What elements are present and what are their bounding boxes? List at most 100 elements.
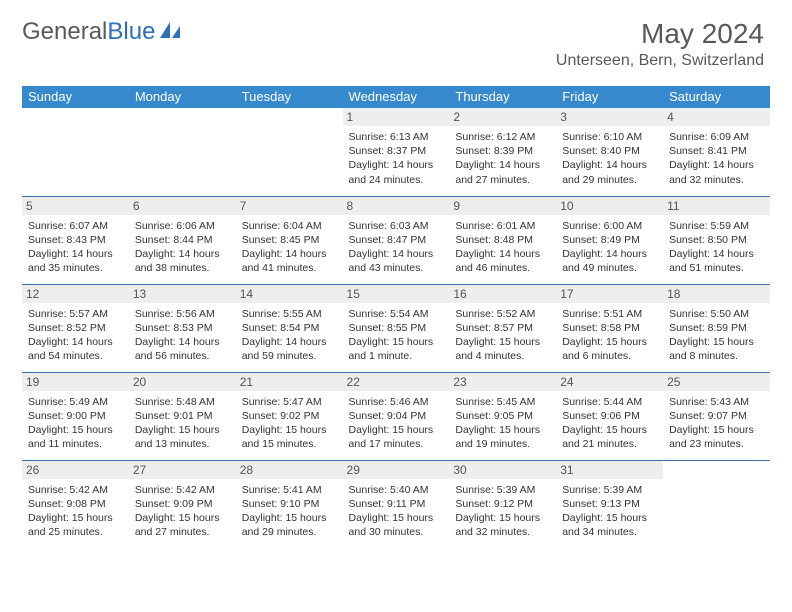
cell-details: Sunrise: 5:39 AMSunset: 9:13 PMDaylight:… [562, 483, 657, 540]
calendar-row: 1 Sunrise: 6:13 AMSunset: 8:37 PMDaylight… [22, 108, 770, 196]
cell-details: Sunrise: 5:52 AMSunset: 8:57 PMDaylight:… [455, 307, 550, 364]
calendar-cell: 3 Sunrise: 6:10 AMSunset: 8:40 PMDaylight… [556, 108, 663, 196]
calendar-cell: 27Sunrise: 5:42 AMSunset: 9:09 PMDayligh… [129, 460, 236, 548]
page-title: May 2024 [556, 18, 764, 50]
calendar-body: 1 Sunrise: 6:13 AMSunset: 8:37 PMDaylight… [22, 108, 770, 548]
calendar-cell: 2 Sunrise: 6:12 AMSunset: 8:39 PMDaylight… [449, 108, 556, 196]
calendar-row: 26Sunrise: 5:42 AMSunset: 9:08 PMDayligh… [22, 460, 770, 548]
day-number: 26 [22, 461, 129, 479]
calendar-cell [663, 460, 770, 548]
day-number: 15 [343, 285, 450, 303]
day-number: 16 [449, 285, 556, 303]
calendar-cell: 8 Sunrise: 6:03 AMSunset: 8:47 PMDaylight… [343, 196, 450, 284]
calendar-cell: 26Sunrise: 5:42 AMSunset: 9:08 PMDayligh… [22, 460, 129, 548]
weekday-header-row: SundayMondayTuesdayWednesdayThursdayFrid… [22, 86, 770, 108]
day-number: 25 [663, 373, 770, 391]
title-block: May 2024 Unterseen, Bern, Switzerland [556, 18, 764, 70]
calendar-cell: 29 Sunrise: 5:40 AMSunset: 9:11 PMDayligh… [343, 460, 450, 548]
day-number: 28 [236, 461, 343, 479]
cell-details: Sunrise: 5:51 AMSunset: 8:58 PMDaylight:… [562, 307, 657, 364]
logo: GeneralBlue [22, 18, 182, 46]
calendar-cell: 7Sunrise: 6:04 AMSunset: 8:45 PMDaylight… [236, 196, 343, 284]
day-number: 2 [449, 108, 556, 126]
calendar-cell: 11 Sunrise: 5:59 AMSunset: 8:50 PMDayligh… [663, 196, 770, 284]
cell-details: Sunrise: 5:56 AMSunset: 8:53 PMDaylight:… [135, 307, 230, 364]
day-number: 3 [556, 108, 663, 126]
day-number: 9 [449, 197, 556, 215]
calendar-cell: 19Sunrise: 5:49 AMSunset: 9:00 PMDayligh… [22, 372, 129, 460]
cell-details: Sunrise: 6:10 AMSunset: 8:40 PMDaylight:… [562, 130, 657, 187]
day-number: 11 [663, 197, 770, 215]
calendar-row: 19Sunrise: 5:49 AMSunset: 9:00 PMDayligh… [22, 372, 770, 460]
cell-details: Sunrise: 5:46 AMSunset: 9:04 PMDaylight:… [349, 395, 444, 452]
calendar-cell: 5 Sunrise: 6:07 AMSunset: 8:43 PMDaylight… [22, 196, 129, 284]
day-number: 5 [22, 197, 129, 215]
calendar-cell: 13 Sunrise: 5:56 AMSunset: 8:53 PMDayligh… [129, 284, 236, 372]
logo-part2: Blue [107, 18, 155, 45]
day-number: 10 [556, 197, 663, 215]
day-number: 31 [556, 461, 663, 479]
cell-details: Sunrise: 5:42 AMSunset: 9:09 PMDaylight:… [135, 483, 230, 540]
cell-details: Sunrise: 5:55 AMSunset: 8:54 PMDaylight:… [242, 307, 337, 364]
calendar-cell: 23Sunrise: 5:45 AMSunset: 9:05 PMDayligh… [449, 372, 556, 460]
cell-details: Sunrise: 6:03 AMSunset: 8:47 PMDaylight:… [349, 219, 444, 276]
day-number: 24 [556, 373, 663, 391]
calendar-cell: 22 Sunrise: 5:46 AMSunset: 9:04 PMDayligh… [343, 372, 450, 460]
calendar-row: 12 Sunrise: 5:57 AMSunset: 8:52 PMDayligh… [22, 284, 770, 372]
calendar-cell: 18Sunrise: 5:50 AMSunset: 8:59 PMDayligh… [663, 284, 770, 372]
day-number: 29 [343, 461, 450, 479]
calendar-cell: 6 Sunrise: 6:06 AMSunset: 8:44 PMDaylight… [129, 196, 236, 284]
day-number: 13 [129, 285, 236, 303]
cell-details: Sunrise: 5:44 AMSunset: 9:06 PMDaylight:… [562, 395, 657, 452]
calendar-cell: 17 Sunrise: 5:51 AMSunset: 8:58 PMDayligh… [556, 284, 663, 372]
cell-details: Sunrise: 5:40 AMSunset: 9:11 PMDaylight:… [349, 483, 444, 540]
day-number: 1 [343, 108, 450, 126]
calendar-row: 5 Sunrise: 6:07 AMSunset: 8:43 PMDaylight… [22, 196, 770, 284]
location: Unterseen, Bern, Switzerland [556, 52, 764, 70]
weekday-header: Monday [129, 86, 236, 108]
cell-details: Sunrise: 6:00 AMSunset: 8:49 PMDaylight:… [562, 219, 657, 276]
day-number: 7 [236, 197, 343, 215]
logo-text: GeneralBlue [22, 18, 155, 46]
calendar-cell: 16 Sunrise: 5:52 AMSunset: 8:57 PMDayligh… [449, 284, 556, 372]
day-number: 23 [449, 373, 556, 391]
header: GeneralBlue May 2024 Unterseen, Bern, Sw… [0, 0, 792, 78]
calendar-cell: 1 Sunrise: 6:13 AMSunset: 8:37 PMDaylight… [343, 108, 450, 196]
weekday-header: Tuesday [236, 86, 343, 108]
calendar-cell: 28 Sunrise: 5:41 AMSunset: 9:10 PMDayligh… [236, 460, 343, 548]
cell-details: Sunrise: 5:54 AMSunset: 8:55 PMDaylight:… [349, 307, 444, 364]
calendar-cell: 24 Sunrise: 5:44 AMSunset: 9:06 PMDayligh… [556, 372, 663, 460]
cell-details: Sunrise: 5:47 AMSunset: 9:02 PMDaylight:… [242, 395, 337, 452]
day-number: 20 [129, 373, 236, 391]
day-number: 4 [663, 108, 770, 126]
weekday-header: Thursday [449, 86, 556, 108]
day-number: 22 [343, 373, 450, 391]
calendar-cell: 14Sunrise: 5:55 AMSunset: 8:54 PMDayligh… [236, 284, 343, 372]
day-number: 6 [129, 197, 236, 215]
calendar-cell [22, 108, 129, 196]
cell-details: Sunrise: 6:07 AMSunset: 8:43 PMDaylight:… [28, 219, 123, 276]
logo-sail-icon [160, 20, 182, 45]
day-number: 12 [22, 285, 129, 303]
cell-details: Sunrise: 5:41 AMSunset: 9:10 PMDaylight:… [242, 483, 337, 540]
cell-details: Sunrise: 5:59 AMSunset: 8:50 PMDaylight:… [669, 219, 764, 276]
calendar-cell: 30Sunrise: 5:39 AMSunset: 9:12 PMDayligh… [449, 460, 556, 548]
cell-details: Sunrise: 6:12 AMSunset: 8:39 PMDaylight:… [455, 130, 550, 187]
calendar-cell: 12 Sunrise: 5:57 AMSunset: 8:52 PMDayligh… [22, 284, 129, 372]
calendar-cell: 31 Sunrise: 5:39 AMSunset: 9:13 PMDayligh… [556, 460, 663, 548]
cell-details: Sunrise: 6:01 AMSunset: 8:48 PMDaylight:… [455, 219, 550, 276]
calendar-cell: 25Sunrise: 5:43 AMSunset: 9:07 PMDayligh… [663, 372, 770, 460]
calendar-cell: 4Sunrise: 6:09 AMSunset: 8:41 PMDaylight… [663, 108, 770, 196]
calendar-cell: 20Sunrise: 5:48 AMSunset: 9:01 PMDayligh… [129, 372, 236, 460]
logo-part1: General [22, 18, 107, 45]
calendar-cell [236, 108, 343, 196]
cell-details: Sunrise: 6:06 AMSunset: 8:44 PMDaylight:… [135, 219, 230, 276]
day-number: 8 [343, 197, 450, 215]
calendar-cell: 21Sunrise: 5:47 AMSunset: 9:02 PMDayligh… [236, 372, 343, 460]
cell-details: Sunrise: 5:50 AMSunset: 8:59 PMDaylight:… [669, 307, 764, 364]
cell-details: Sunrise: 6:13 AMSunset: 8:37 PMDaylight:… [349, 130, 444, 187]
day-number: 30 [449, 461, 556, 479]
day-number: 17 [556, 285, 663, 303]
weekday-header: Wednesday [343, 86, 450, 108]
cell-details: Sunrise: 5:57 AMSunset: 8:52 PMDaylight:… [28, 307, 123, 364]
